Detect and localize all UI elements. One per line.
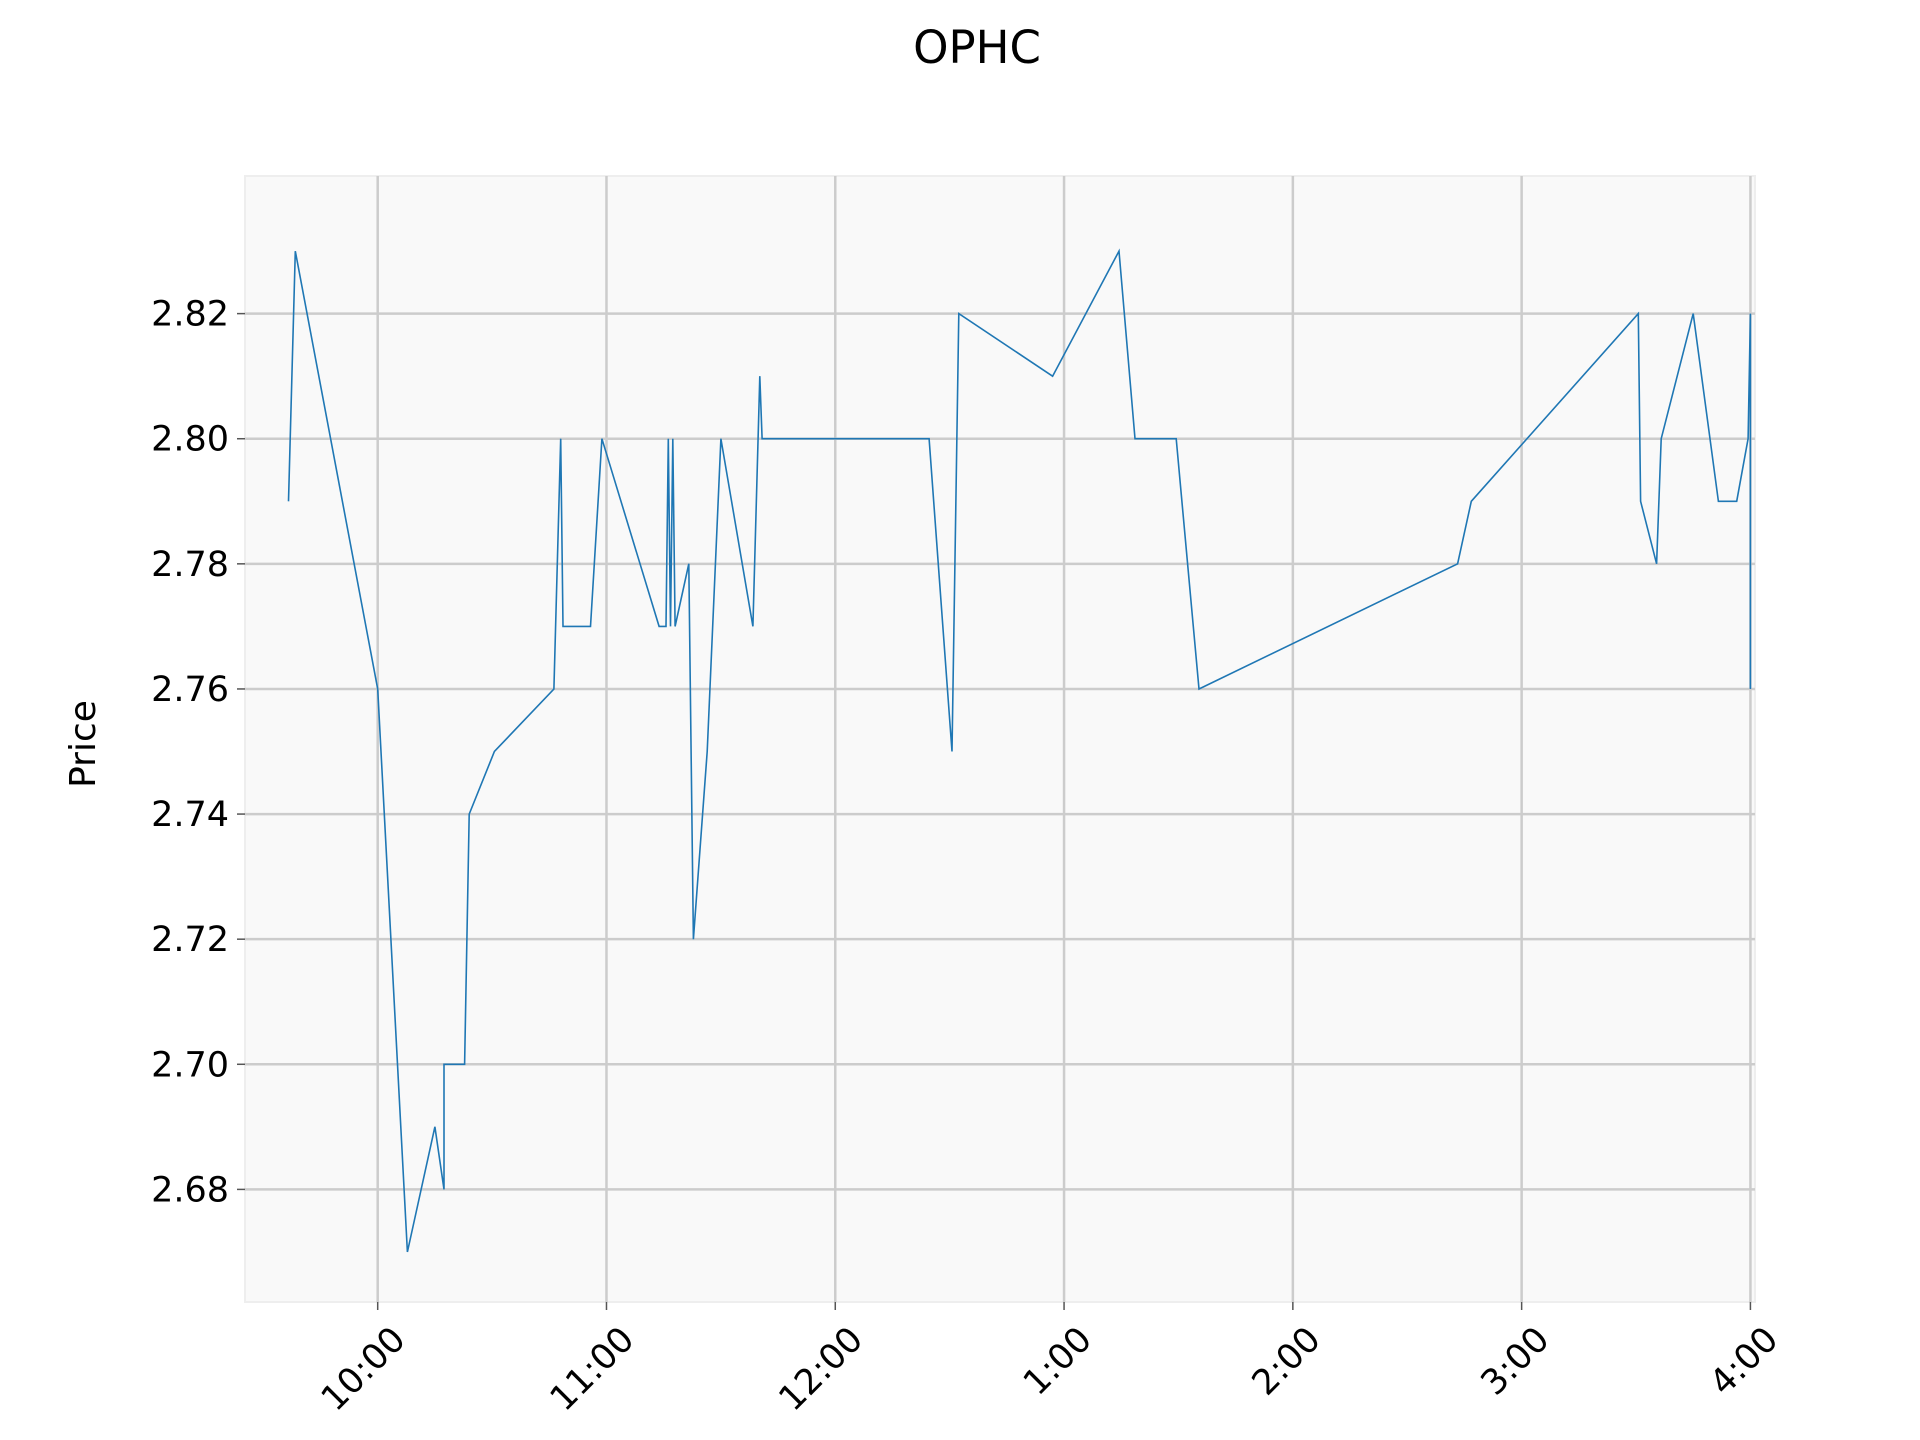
x-tick-label: 4:00 [1702, 1320, 1786, 1404]
plot-area [244, 175, 1756, 1303]
x-tick-label: 11:00 [543, 1320, 643, 1420]
x-tick-label: 12:00 [772, 1320, 872, 1420]
y-axis-label: Price [63, 700, 104, 788]
series-line [287, 248, 1752, 1253]
x-axis: 10:00 11:00 12:00 1:00 2:00 3:00 4:00 [314, 1302, 1786, 1419]
chart-title: OPHC [913, 21, 1041, 74]
y-tick-label: 2.82 [151, 295, 229, 335]
series-layer [287, 248, 1752, 1253]
x-tick-label: 2:00 [1245, 1320, 1329, 1404]
gridlines [245, 176, 1755, 1302]
y-tick-label: 2.76 [151, 670, 229, 710]
x-tick-label: 10:00 [314, 1320, 414, 1420]
y-axis: 2.68 2.70 2.72 2.74 2.76 2.78 2.80 2.82 [151, 295, 245, 1210]
y-tick-label: 2.78 [151, 545, 229, 585]
y-tick-label: 2.74 [151, 795, 229, 835]
y-tick-label: 2.68 [151, 1170, 229, 1210]
y-tick-label: 2.72 [151, 920, 229, 960]
y-tick-label: 2.70 [151, 1045, 229, 1085]
x-tick-label: 1:00 [1016, 1320, 1100, 1404]
x-tick-label: 3:00 [1474, 1320, 1558, 1404]
y-tick-label: 2.80 [151, 420, 229, 460]
